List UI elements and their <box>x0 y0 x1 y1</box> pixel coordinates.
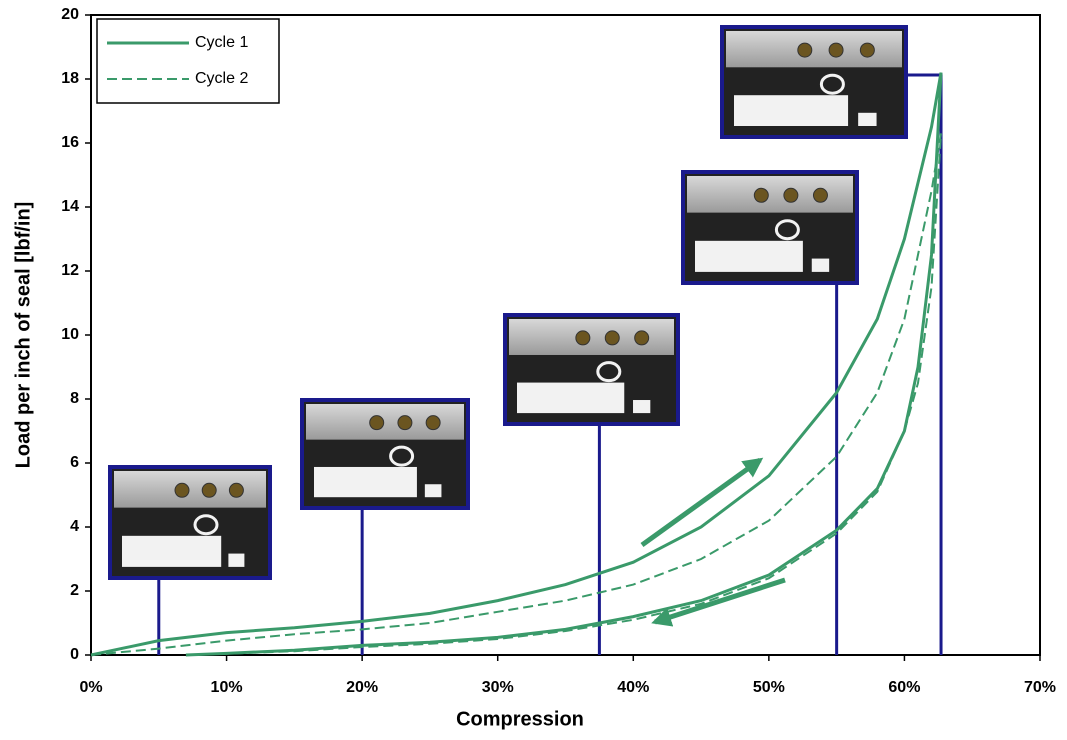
photo-metal <box>509 319 674 355</box>
x-tick-label: 20% <box>346 679 378 696</box>
photo-metal <box>687 176 853 213</box>
photo-bulb <box>389 445 415 467</box>
photo-bolt <box>575 330 591 346</box>
unloading-arrow <box>651 577 786 627</box>
x-tick-label: 60% <box>888 679 920 696</box>
x-tick-label: 50% <box>753 679 785 696</box>
photo-bolt <box>753 187 769 203</box>
photo-bolt <box>828 42 844 58</box>
photo-bulb <box>819 73 845 95</box>
y-tick-label: 6 <box>70 454 79 471</box>
photo-seal-step <box>858 112 877 126</box>
photo-seal-base <box>734 95 849 126</box>
photo-bulb <box>193 514 219 536</box>
y-tick-label: 2 <box>70 582 79 599</box>
legend-box <box>96 18 280 104</box>
photo-bolt <box>174 482 190 498</box>
photo-seal-step <box>228 553 245 567</box>
photo-bolt <box>369 415 385 431</box>
photo-bolt <box>859 42 875 58</box>
photo-bolt <box>604 330 620 346</box>
y-tick-label: 10 <box>61 326 79 343</box>
series-line <box>90 72 943 657</box>
y-tick-label: 8 <box>70 390 79 407</box>
photo-bolt <box>201 482 217 498</box>
y-tick-label: 16 <box>61 134 79 151</box>
y-tick-label: 4 <box>70 518 79 535</box>
y-tick-label: 20 <box>61 6 79 23</box>
photo-bolt <box>228 482 244 498</box>
photo-bolt <box>634 330 650 346</box>
loading-arrow <box>640 457 764 548</box>
series-line <box>90 133 942 656</box>
photo-metal <box>726 31 902 68</box>
legend-label: Cycle 1 <box>195 34 248 51</box>
photo-bolt <box>783 187 799 203</box>
photo-seal-base <box>517 382 625 414</box>
photo-seal-base <box>314 466 417 498</box>
photo-bolt <box>812 187 828 203</box>
x-tick-label: 70% <box>1024 679 1056 696</box>
x-tick-label: 10% <box>211 679 243 696</box>
photo-bulb <box>774 219 800 241</box>
x-tick-label: 30% <box>482 679 514 696</box>
y-tick-label: 12 <box>61 262 79 279</box>
y-axis-title: Load per inch of seal [lbf/in] <box>12 202 34 469</box>
y-tick-label: 14 <box>61 198 79 215</box>
x-tick-label: 0% <box>79 679 102 696</box>
y-tick-label: 0 <box>70 646 79 663</box>
x-axis-title: Compression <box>456 708 584 730</box>
photo-seal-step <box>424 484 442 498</box>
x-tick-label: 40% <box>617 679 649 696</box>
photo-seal-step <box>633 400 651 414</box>
photo-bulb <box>596 361 622 383</box>
photo-bolt <box>797 42 813 58</box>
photo-seal-base <box>122 535 222 567</box>
photo-layer <box>108 25 943 655</box>
y-tick-label: 18 <box>61 70 79 87</box>
photo-seal-base <box>695 240 803 272</box>
photo-bolt <box>425 415 441 431</box>
photo-bolt <box>397 415 413 431</box>
photo-seal-step <box>811 258 830 272</box>
legend-label: Cycle 2 <box>195 70 248 87</box>
